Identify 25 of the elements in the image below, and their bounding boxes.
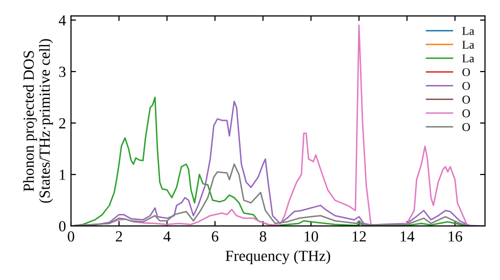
line-series bbox=[71, 164, 470, 226]
y-tick-label: 3 bbox=[59, 66, 66, 77]
y-axis-title: Phonon projected DOS (States/THz·primitive cell) bbox=[23, 39, 53, 203]
x-tick-label: 4 bbox=[163, 231, 171, 242]
legend-label: O bbox=[462, 109, 470, 118]
legend-label: O bbox=[462, 68, 470, 76]
x-tick-label: 12 bbox=[352, 231, 366, 242]
x-tick-label: 2 bbox=[116, 231, 122, 242]
legend-label: La bbox=[462, 54, 474, 62]
y-tick-label: 0 bbox=[59, 221, 66, 232]
x-tick-label: 14 bbox=[400, 231, 414, 242]
x-tick-label: 10 bbox=[304, 231, 318, 242]
legend-label: O bbox=[462, 123, 470, 132]
legend-label: O bbox=[462, 96, 470, 104]
x-tick-label: 16 bbox=[448, 231, 462, 242]
x-tick-label: 8 bbox=[260, 231, 266, 242]
y-tick-label: 1 bbox=[60, 170, 66, 180]
y-tick-label: 4 bbox=[58, 15, 66, 26]
legend-label: La bbox=[462, 40, 474, 49]
y-tick-label: 2 bbox=[59, 118, 66, 128]
x-tick-label: 0 bbox=[68, 231, 74, 242]
legend-label: La bbox=[462, 27, 474, 35]
x-tick-label: 6 bbox=[212, 231, 218, 242]
x-axis-title: Frequency (THz) bbox=[226, 250, 330, 264]
legend-label: O bbox=[462, 82, 470, 90]
